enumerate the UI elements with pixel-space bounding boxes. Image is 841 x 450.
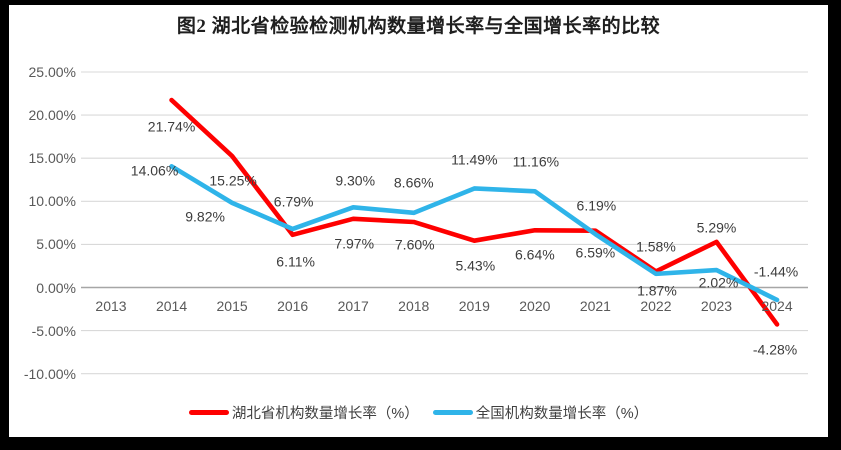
y-tick-label: -10.00% [23,365,76,382]
chart-canvas [9,5,828,437]
national-data-label: 6.19% [576,197,617,214]
y-tick-label: 5.00% [36,236,76,253]
national-data-label: 6.79% [273,193,314,210]
national-data-label: 1.58% [636,238,676,255]
x-tick-label: 2016 [277,298,309,314]
national-series-line [169,164,780,303]
hubei-data-label: 6.11% [276,253,315,270]
hubei-data-label: 1.87% [637,282,677,299]
legend-item-hubei[interactable]: 湖北省机构数量增长率（%） [188,402,419,423]
national-data-label: 11.16% [512,153,560,170]
x-tick-label: 2018 [398,298,430,314]
legend-label-national: 全国机构数量增长率（%） [475,405,649,422]
national-data-label: 8.66% [393,174,434,191]
y-tick-label: 20.00% [28,107,76,124]
x-tick-label: 2014 [155,298,188,314]
legend-item-national[interactable]: 全国机构数量增长率（%） [432,402,649,423]
x-tick-label: 2024 [761,298,793,314]
hubei-data-label: 15.25% [209,172,257,189]
national-data-label: 2.02% [698,274,739,291]
national-data-label: 14.06% [130,162,179,179]
legend: 湖北省机构数量增长率（%） 全国机构数量增长率（%） [9,400,828,424]
national-data-label: 11.49% [451,151,498,168]
legend-label-hubei: 湖北省机构数量增长率（%） [231,405,419,422]
hubei-data-label: 7.97% [334,235,375,252]
x-tick-label: 2020 [519,298,551,314]
x-tick-label: 2022 [640,298,672,314]
y-tick-label: 25.00% [28,64,76,80]
hubei-data-label: 5.29% [696,219,737,236]
y-tick-label: 15.00% [28,150,76,167]
hubei-data-label: 7.60% [394,236,435,253]
hubei-data-label: 6.64% [514,246,555,263]
hubei-series-swatch [188,409,229,415]
x-tick-label: 2021 [579,298,611,314]
x-tick-label: 2017 [337,298,369,314]
national-series-swatch [432,409,473,415]
y-tick-label: 10.00% [28,193,76,210]
national-data-label: 9.82% [185,208,225,225]
hubei-data-label: -4.28% [752,341,798,358]
y-tick-label: -5.00% [31,322,76,339]
x-tick-label: 2023 [700,298,733,314]
x-tick-label: 2019 [458,298,490,314]
hubei-data-label: 21.74% [147,118,196,135]
y-tick-label: 0.00% [36,279,76,296]
hubei-series-line [169,97,780,327]
x-tick-label: 2015 [216,298,248,314]
x-tick-label: 2013 [95,298,127,314]
national-data-label: 9.30% [335,172,376,189]
chart-title: 图2 湖北省检验检测机构数量增长率与全国增长率的比较 [176,16,661,37]
hubei-data-label: 6.59% [575,244,616,261]
hubei-data-label: 5.43% [455,257,496,274]
national-data-label: -1.44% [753,263,799,280]
